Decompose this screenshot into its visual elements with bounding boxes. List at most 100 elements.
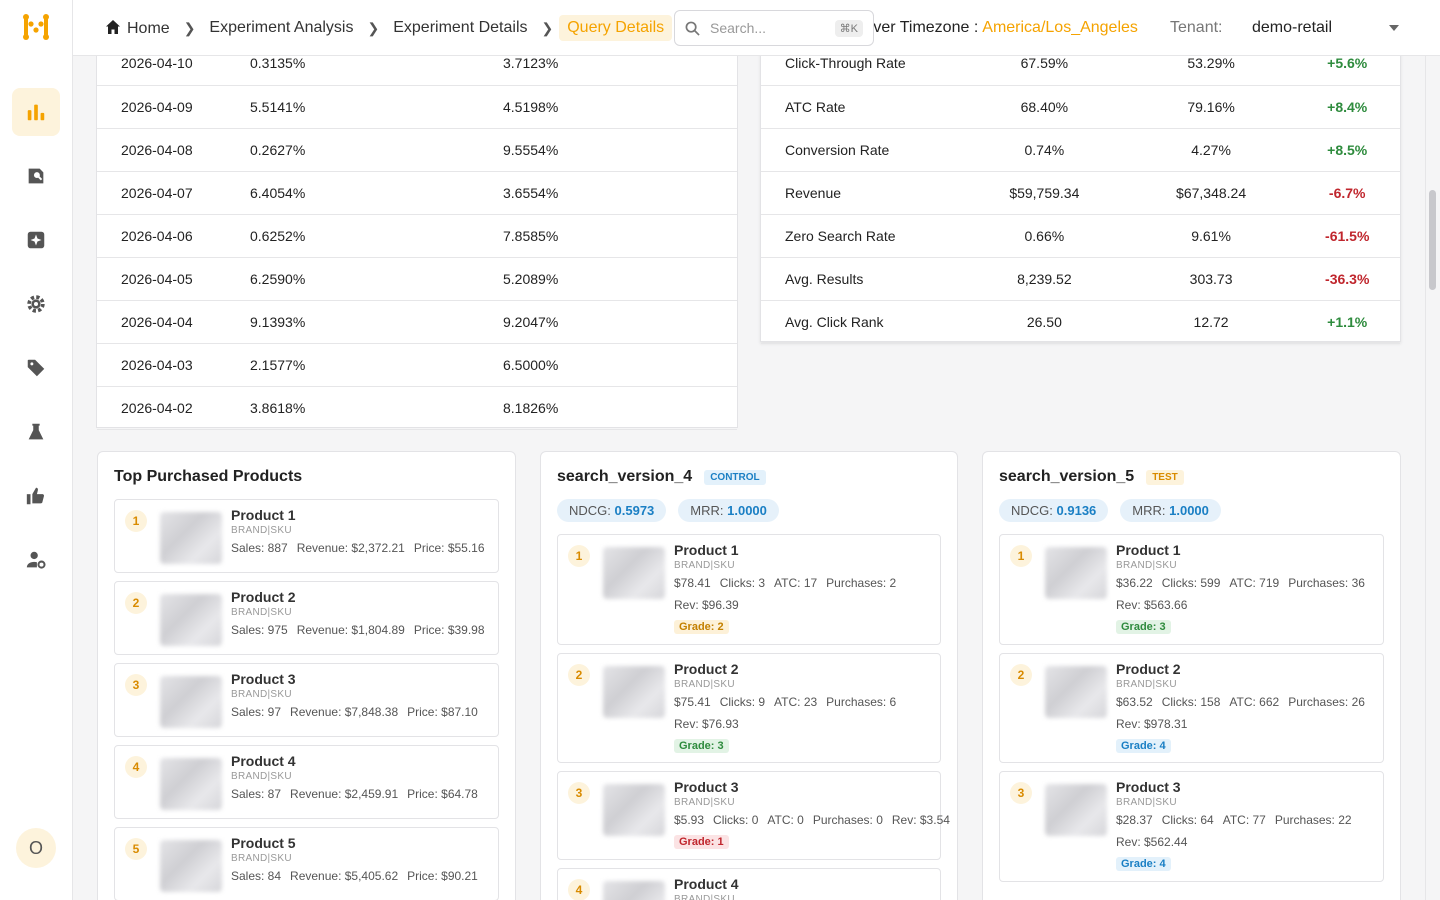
product-stats: Sales: 887 Revenue: $2,372.21 Price: $55.1… <box>231 541 494 555</box>
product-revenue: Rev: $96.39 <box>674 598 739 612</box>
nav-settings[interactable] <box>12 280 60 328</box>
grade-badge: Grade: 1 <box>674 835 729 849</box>
list-item[interactable]: 5 Product 5 BRAND|SKU Sales: 84 Revenue: $5,… <box>114 827 499 900</box>
product-name[interactable]: Product 3 <box>1116 779 1181 795</box>
version-title: search_version_5 TEST <box>999 468 1184 486</box>
test-value-cell: 79.16% <box>1127 85 1295 129</box>
rank-badge: 3 <box>125 674 147 696</box>
grade-badge: Grade: 4 <box>1116 857 1171 871</box>
list-item[interactable]: 1 Product 1 BRAND|SKU $36.22 Clicks: 599 ATC:… <box>999 534 1384 645</box>
date-cell: 2026-04-09 <box>97 85 250 129</box>
nav-analytics[interactable] <box>12 88 60 136</box>
product-image <box>160 676 222 728</box>
product-brand-sku: BRAND|SKU <box>231 525 292 536</box>
control-rate-cell: 6.2590% <box>250 257 503 301</box>
product-revenue: Rev: $978.31 <box>1116 717 1188 731</box>
stat: Purchases: 0 <box>812 813 883 827</box>
test-value-cell: 9.61% <box>1127 214 1295 258</box>
grade-badge: Grade: 3 <box>1116 620 1171 634</box>
nav-experiments[interactable] <box>12 408 60 456</box>
product-name[interactable]: Product 2 <box>674 661 739 677</box>
product-name[interactable]: Product 2 <box>231 589 296 605</box>
grade-badge: Grade: 4 <box>1116 739 1171 753</box>
sparkle-icon <box>27 231 45 249</box>
user-settings-icon <box>26 551 46 569</box>
tenant-select[interactable]: demo-retail <box>1252 19 1333 36</box>
tag-icon <box>27 359 45 377</box>
breadcrumb-query-details[interactable]: Query Details <box>559 15 673 41</box>
product-name[interactable]: Product 1 <box>1116 542 1181 558</box>
stat: Price: $64.78 <box>407 787 478 801</box>
header: Home ❯ Experiment Analysis ❯ Experiment … <box>73 0 1440 56</box>
test-value-cell: 12.72 <box>1127 300 1295 344</box>
list-item[interactable]: 3 Product 3 BRAND|SKU $28.37 Clicks: 64 ATC: … <box>999 771 1384 882</box>
product-name[interactable]: Product 4 <box>674 876 739 892</box>
product-brand-sku: BRAND|SKU <box>674 560 735 571</box>
list-item[interactable]: 1 Product 1 BRAND|SKU $78.41 Clicks: 3 ATC: 1… <box>557 534 941 645</box>
test-rate-cell: 4.5198% <box>503 85 737 129</box>
table-row: 2026-04-08 0.2627% 9.5554% <box>97 128 737 172</box>
nav-feedback[interactable] <box>12 472 60 520</box>
list-item[interactable]: 3 Product 3 BRAND|SKU Sales: 97 Revenue: $7,… <box>114 663 499 737</box>
product-name[interactable]: Product 2 <box>1116 661 1181 677</box>
product-name[interactable]: Product 1 <box>674 542 739 558</box>
app-logo[interactable] <box>22 13 50 41</box>
list-item[interactable]: 4 Product 4 BRAND|SKU Sales: 87 Revenue: $2,… <box>114 745 499 819</box>
product-name[interactable]: Product 5 <box>231 835 296 851</box>
rank-badge: 4 <box>568 879 590 900</box>
test-rate-cell: 3.7123% <box>503 56 737 86</box>
product-brand-sku: BRAND|SKU <box>674 679 735 690</box>
breadcrumb-experiment-analysis[interactable]: Experiment Analysis <box>209 19 354 36</box>
scrollbar-track[interactable] <box>1425 56 1440 900</box>
scrollbar-thumb[interactable] <box>1429 190 1436 290</box>
stat: Revenue: $5,405.62 <box>290 869 399 883</box>
stat: ATC: 719 <box>1229 576 1280 590</box>
ndcg-pill: NDCG: 0.5973 <box>557 499 667 522</box>
search-input[interactable]: Search... ⌘K <box>674 10 874 46</box>
list-item[interactable]: 2 Product 2 BRAND|SKU $75.41 Clicks: 9 ATC: 2… <box>557 653 941 763</box>
list-item[interactable]: 3 Product 3 BRAND|SKU $5.93 Clicks: 0 ATC: 0 P… <box>557 771 950 860</box>
control-rate-cell: 9.1393% <box>250 300 503 344</box>
product-brand-sku: BRAND|SKU <box>231 853 292 864</box>
control-rate-cell: 6.4054% <box>250 171 503 215</box>
stat: Revenue: $7,848.38 <box>290 705 399 719</box>
stat: ATC: 0 <box>767 813 804 827</box>
metric-name-cell: Zero Search Rate <box>761 214 961 258</box>
breadcrumb-home[interactable]: Home <box>97 15 178 42</box>
product-image <box>603 881 665 900</box>
top-purchased-title: Top Purchased Products <box>114 468 303 485</box>
list-item[interactable]: 1 Product 1 BRAND|SKU Sales: 887 Revenue: $2… <box>114 499 499 573</box>
nav-search-analytics[interactable] <box>12 152 60 200</box>
thumbs-up-icon <box>26 487 45 505</box>
rank-badge: 1 <box>568 545 590 567</box>
chevron-down-icon[interactable] <box>1389 25 1399 31</box>
nav-user-settings[interactable] <box>12 536 60 584</box>
lift-cell: +8.5% <box>1294 128 1400 172</box>
test-value-cell: 53.29% <box>1127 56 1295 86</box>
control-rate-cell: 0.6252% <box>250 214 503 258</box>
table-row: Avg. Results 8,239.52 303.73 -36.3% <box>761 257 1400 301</box>
list-item[interactable]: 2 Product 2 BRAND|SKU $63.52 Clicks: 158 ATC:… <box>999 653 1384 763</box>
product-brand-sku: BRAND|SKU <box>674 797 735 808</box>
product-name[interactable]: Product 3 <box>231 671 296 687</box>
nav-ai[interactable] <box>12 216 60 264</box>
nav-tags[interactable] <box>12 344 60 392</box>
table-row: 2026-04-05 6.2590% 5.2089% <box>97 257 737 301</box>
timezone-value: America/Los_Angeles <box>982 19 1138 36</box>
product-image <box>603 547 665 599</box>
test-rate-cell: 3.6554% <box>503 171 737 215</box>
stat: Rev: $3.54 <box>891 813 950 827</box>
top-purchased-card: Top Purchased Products 1 Product 1 BRAND|S… <box>97 451 516 900</box>
product-name[interactable]: Product 3 <box>674 779 739 795</box>
breadcrumb-experiment-details[interactable]: Experiment Details <box>393 19 528 36</box>
list-item[interactable]: 2 Product 2 BRAND|SKU Sales: 975 Revenue: $1… <box>114 581 499 655</box>
product-name[interactable]: Product 4 <box>231 753 296 769</box>
avatar[interactable]: O <box>16 828 56 868</box>
list-item[interactable]: 4 Product 4 BRAND|SKU <box>557 868 941 900</box>
gear-icon <box>27 295 45 313</box>
search-placeholder: Search... <box>710 20 767 36</box>
table-row: ATC Rate 68.40% 79.16% +8.4% <box>761 85 1400 129</box>
mrr-pill: MRR: 1.0000 <box>678 499 779 522</box>
product-name[interactable]: Product 1 <box>231 507 296 523</box>
product-revenue: Rev: $563.66 <box>1116 598 1188 612</box>
